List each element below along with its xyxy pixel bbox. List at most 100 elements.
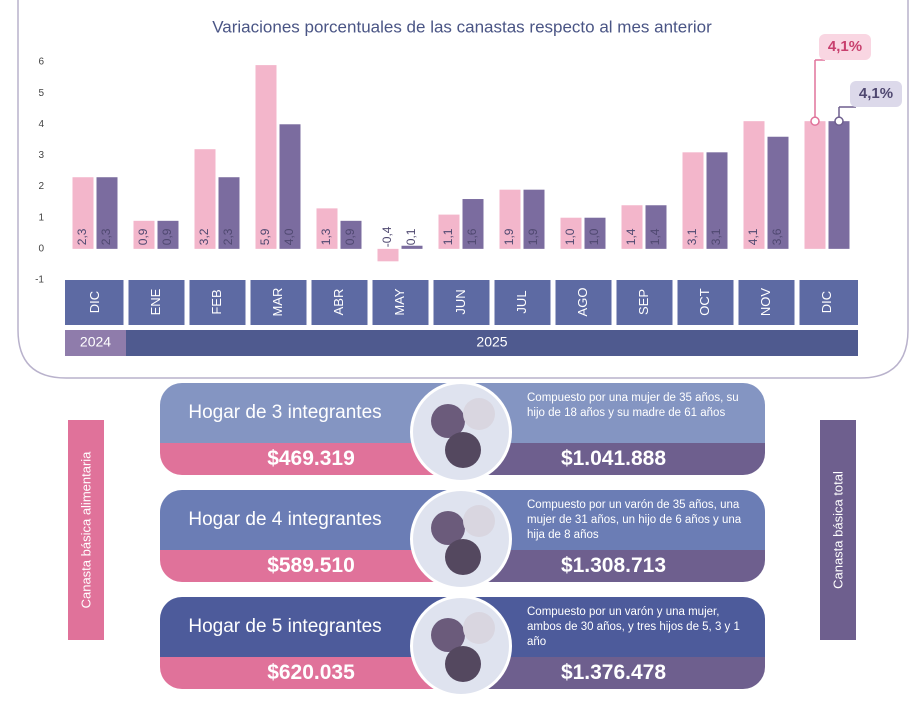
bar	[255, 65, 277, 249]
x-tick-label: JUN	[453, 289, 468, 314]
bar	[645, 205, 667, 249]
value-label: 1,4	[624, 228, 638, 245]
bar	[743, 121, 765, 249]
x-tick-label: DIC	[819, 291, 834, 313]
bar	[499, 189, 521, 249]
y-tick-label: 1	[38, 212, 44, 223]
household-description: Compuesto por una mujer de 35 años, su h…	[527, 392, 739, 419]
x-tick-label: DIC	[87, 291, 102, 313]
y-tick-label: -1	[35, 275, 44, 286]
bar	[279, 124, 301, 249]
bar	[316, 208, 338, 249]
bar	[462, 199, 484, 249]
value-label: 4,0	[282, 228, 296, 245]
total-basket-cost: $1.041.888	[462, 443, 765, 475]
x-tick-label: MAR	[270, 288, 285, 317]
value-label: 3,1	[685, 228, 699, 245]
value-label: 4,1	[746, 228, 760, 245]
callout-box	[850, 81, 902, 107]
y-tick-label: 6	[38, 57, 44, 68]
figure	[463, 612, 495, 644]
x-tick-label: AGO	[575, 288, 590, 317]
value-label: 1,6	[465, 228, 479, 245]
callout-dot	[834, 116, 844, 126]
food-basket-cost: $620.035	[160, 657, 462, 689]
value-label: -0,4	[380, 226, 394, 247]
chart: Variaciones porcentuales de las canastas…	[17, 0, 909, 379]
bar	[401, 245, 423, 249]
x-tick-label: FEB	[209, 289, 224, 314]
x-tick-label: MAY	[392, 288, 407, 316]
household-card: Hogar de 5 integrantes Compuesto por un v…	[160, 595, 765, 697]
value-label: 0,1	[404, 228, 418, 245]
year-label: 2025	[476, 334, 507, 350]
value-label: 0,9	[136, 228, 150, 245]
y-tick-label: 0	[38, 243, 44, 254]
x-tick-label: SEP	[636, 289, 651, 315]
value-label: 5,9	[258, 228, 272, 245]
value-label: 2,3	[75, 228, 89, 245]
bar	[133, 220, 155, 249]
chart-title: Variaciones porcentuales de las canastas…	[212, 17, 712, 36]
value-label: 2,3	[221, 228, 235, 245]
value-label: 0,9	[343, 228, 357, 245]
value-label: 1,4	[648, 228, 662, 245]
value-label: 1,0	[587, 228, 601, 245]
value-label: 2,3	[99, 228, 113, 245]
side-text: Canasta básica alimentaria	[78, 451, 94, 609]
value-label: 1,0	[563, 228, 577, 245]
year-strip	[65, 330, 858, 356]
bar	[828, 121, 850, 249]
household-title: Hogar de 4 integrantes	[188, 509, 382, 530]
total-basket-label: Canasta básica total	[820, 420, 856, 640]
value-label: 1,3	[319, 228, 333, 245]
bar	[157, 220, 179, 249]
bar	[194, 149, 216, 249]
household-description: Compuesto por un varón y una mujer, ambo…	[527, 606, 740, 648]
family-illustration	[410, 595, 512, 697]
bar	[560, 217, 582, 249]
household-description: Compuesto por un varón de 35 años, una m…	[527, 499, 742, 541]
value-label: 4,1%	[828, 38, 862, 55]
bar	[218, 177, 240, 249]
household-card: Hogar de 3 integrantes Compuesto por una …	[160, 381, 765, 483]
bar	[621, 205, 643, 249]
category-strip	[65, 280, 858, 325]
x-tick-label: ABR	[331, 289, 346, 316]
bar	[340, 220, 362, 249]
household-title: Hogar de 3 integrantes	[188, 402, 382, 423]
y-tick-label: 5	[38, 88, 44, 99]
callout-box	[819, 34, 871, 60]
total-basket-cost: $1.376.478	[462, 657, 765, 689]
bar	[767, 136, 789, 249]
value-label: 4,1%	[859, 85, 893, 102]
figure	[445, 539, 481, 575]
food-basket-cost: $469.319	[160, 443, 462, 475]
callout-dot	[810, 116, 820, 126]
bar	[72, 177, 94, 249]
bar	[523, 189, 545, 249]
x-tick-label: NOV	[758, 288, 773, 317]
value-label: 1,1	[441, 228, 455, 245]
value-label: 3,6	[770, 228, 784, 245]
value-label: 1,9	[502, 228, 516, 245]
x-tick-label: OCT	[697, 288, 712, 316]
x-tick-label: ENE	[148, 288, 163, 315]
food-basket-cost: $589.510	[160, 550, 462, 582]
y-tick-label: 3	[38, 150, 44, 161]
x-tick-label: JUL	[514, 290, 529, 313]
value-label: 3,1	[709, 228, 723, 245]
bar	[682, 152, 704, 249]
bar	[438, 214, 460, 249]
y-tick-label: 4	[38, 119, 44, 130]
y-tick-label: 2	[38, 181, 44, 192]
food-basket-label: Canasta básica alimentaria	[68, 420, 104, 640]
year-strip-first	[65, 330, 126, 356]
bar	[706, 152, 728, 249]
value-label: 3,2	[197, 228, 211, 245]
figure	[445, 646, 481, 682]
year-label: 2024	[80, 334, 111, 350]
family-illustration	[410, 488, 512, 590]
bar	[96, 177, 118, 249]
